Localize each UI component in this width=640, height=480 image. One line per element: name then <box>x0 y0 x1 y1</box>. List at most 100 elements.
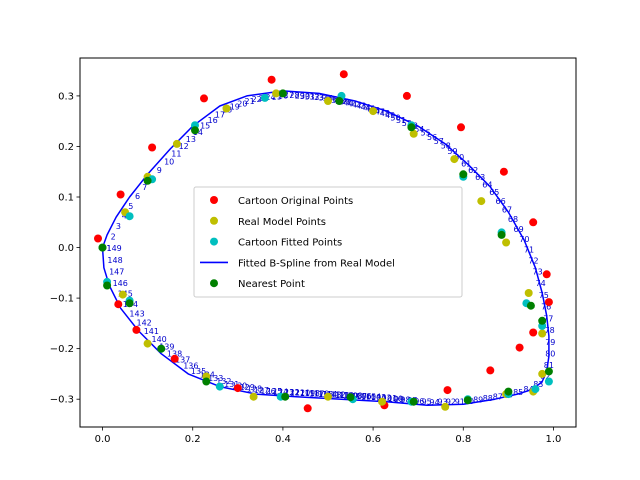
series-4-point-16 <box>202 377 211 386</box>
point-index-label-129: 129 <box>240 383 255 392</box>
point-index-label-88: 88 <box>483 394 493 403</box>
point-index-label-29: 29 <box>295 92 305 101</box>
series-1-point-20 <box>249 392 258 401</box>
point-index-label-17: 17 <box>215 111 225 120</box>
series-0-point-14 <box>486 366 495 375</box>
series-1-point-8 <box>409 129 418 138</box>
series-1-point-6 <box>324 97 332 105</box>
point-index-label-107: 107 <box>352 392 367 401</box>
point-index-label-61: 61 <box>461 159 471 168</box>
point-index-label-124: 124 <box>273 388 288 397</box>
x-tick-label-1: 0.2 <box>185 434 201 445</box>
series-1-point-5 <box>272 89 281 98</box>
point-index-label-117: 117 <box>309 389 324 398</box>
series-4-point-2 <box>191 126 199 135</box>
series-4-point-6 <box>459 170 468 179</box>
x-tick-label-0: 0.0 <box>95 434 111 445</box>
series-0-point-11 <box>544 298 553 307</box>
point-index-label-47: 47 <box>375 107 385 116</box>
point-index-label-93: 93 <box>438 398 448 407</box>
point-index-label-126: 126 <box>260 387 275 396</box>
point-index-label-76: 76 <box>541 303 551 312</box>
series-1-point-13 <box>538 329 547 338</box>
series-0-point-18 <box>233 384 242 393</box>
y-tick-label-0: −0.3 <box>50 395 74 406</box>
series-0-point-13 <box>515 343 524 352</box>
point-index-label-32: 32 <box>310 93 320 102</box>
point-index-label-48: 48 <box>380 109 390 118</box>
point-index-label-78: 78 <box>545 326 555 335</box>
series-4-point-3 <box>278 89 287 98</box>
point-index-label-96: 96 <box>414 397 424 406</box>
point-index-label-2: 2 <box>111 233 116 242</box>
point-index-label-34: 34 <box>319 93 329 102</box>
point-index-label-122: 122 <box>285 388 300 397</box>
point-index-label-148: 148 <box>107 256 122 265</box>
series-0-point-6 <box>402 91 411 100</box>
point-index-label-120: 120 <box>295 389 310 398</box>
point-index-label-137: 137 <box>175 356 190 365</box>
point-index-label-11: 11 <box>171 150 181 159</box>
series-0-point-1 <box>116 190 125 199</box>
series-4-point-19 <box>103 281 112 290</box>
point-index-label-41: 41 <box>348 100 358 109</box>
x-tick-label-2: 0.4 <box>275 434 291 445</box>
x-tick-label-5: 1.0 <box>546 434 562 445</box>
series-2-point-12 <box>531 385 540 394</box>
series-4-point-0 <box>98 243 107 252</box>
series-0-point-4 <box>267 75 276 84</box>
series-0-point-7 <box>457 123 465 132</box>
point-index-label-51: 51 <box>396 116 406 125</box>
point-index-label-19: 19 <box>230 103 240 112</box>
series-1-point-19 <box>324 392 332 401</box>
point-index-label-56: 56 <box>427 133 437 142</box>
point-index-label-27: 27 <box>284 91 294 100</box>
point-index-label-85: 85 <box>513 388 523 397</box>
series-4-point-4 <box>335 97 344 105</box>
series-0-point-19 <box>170 354 179 363</box>
series-4-point-5 <box>407 123 416 132</box>
series-1-point-9 <box>450 155 459 164</box>
point-index-label-125: 125 <box>267 387 282 396</box>
point-index-label-87: 87 <box>493 393 503 402</box>
y-tick-label-3: 0.0 <box>58 243 74 254</box>
point-index-label-99: 99 <box>394 395 404 404</box>
point-index-label-58: 58 <box>441 142 451 151</box>
point-index-label-50: 50 <box>390 113 400 122</box>
legend-label-3: Fitted B-Spline from Real Model <box>238 258 395 269</box>
point-index-label-89: 89 <box>473 396 483 405</box>
point-index-label-39: 39 <box>339 98 349 107</box>
point-index-label-101: 101 <box>382 394 397 403</box>
point-index-label-10: 10 <box>164 158 174 167</box>
point-index-label-100: 100 <box>388 394 403 403</box>
point-index-label-6: 6 <box>135 192 140 201</box>
point-index-label-110: 110 <box>339 391 354 400</box>
point-index-label-102: 102 <box>376 393 391 402</box>
legend-swatch-4 <box>210 279 218 288</box>
point-index-label-36: 36 <box>327 95 337 104</box>
series-4-point-15 <box>281 392 290 401</box>
legend-swatch-0 <box>210 196 218 204</box>
legend-label-2: Cartoon Fitted Points <box>238 238 342 249</box>
series-1-point-14 <box>538 369 547 378</box>
series-0-point-17 <box>303 404 312 413</box>
point-index-label-7: 7 <box>142 183 147 192</box>
series-1-point-10 <box>477 197 486 206</box>
point-index-label-147: 147 <box>109 268 124 277</box>
series-2-point-18 <box>215 382 224 391</box>
series-4-point-8 <box>526 301 535 310</box>
point-index-label-140: 140 <box>152 335 167 344</box>
x-tick-label-4: 0.8 <box>455 434 471 445</box>
point-index-label-28: 28 <box>289 91 299 100</box>
series-4-point-7 <box>497 230 506 239</box>
series-1-point-7 <box>369 107 378 116</box>
y-tick-label-1: −0.2 <box>50 344 74 355</box>
point-index-label-33: 33 <box>314 93 324 102</box>
y-tick-label-2: −0.1 <box>50 294 74 305</box>
legend-swatch-2 <box>210 237 218 246</box>
point-index-label-16: 16 <box>208 116 218 125</box>
point-index-label-149: 149 <box>107 244 122 253</box>
series-0-point-8 <box>499 167 508 176</box>
point-index-label-79: 79 <box>545 338 555 347</box>
